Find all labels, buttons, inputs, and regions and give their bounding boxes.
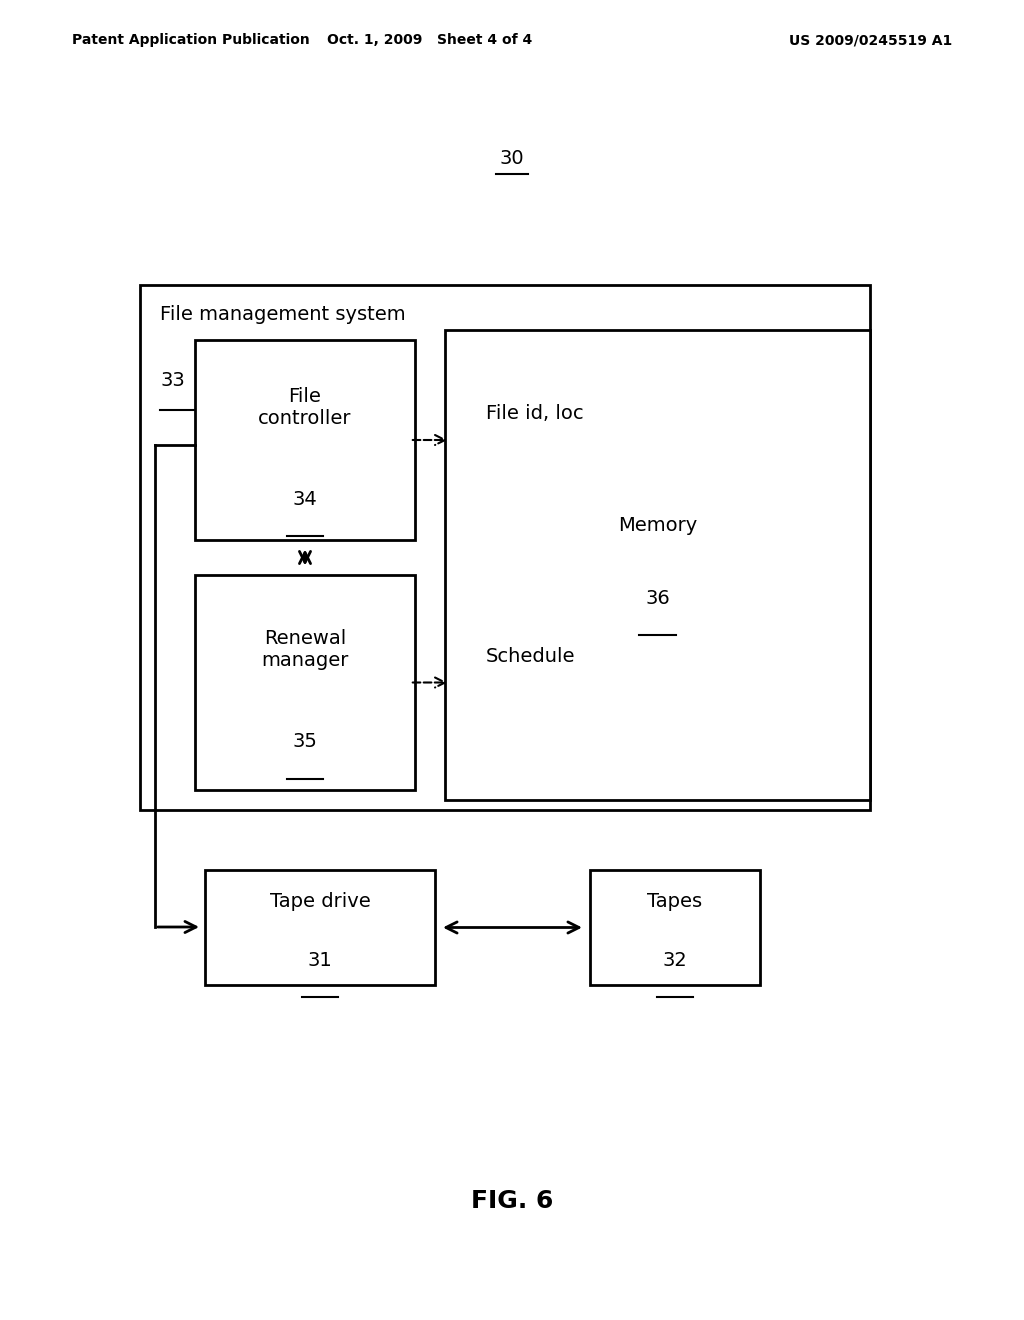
Text: 33: 33 — [161, 371, 185, 389]
FancyBboxPatch shape — [140, 285, 870, 810]
Text: Oct. 1, 2009   Sheet 4 of 4: Oct. 1, 2009 Sheet 4 of 4 — [328, 33, 532, 48]
Text: 30: 30 — [500, 149, 524, 168]
Text: Schedule: Schedule — [486, 647, 575, 665]
Text: 35: 35 — [293, 733, 317, 751]
Text: 34: 34 — [293, 490, 317, 510]
Text: 32: 32 — [663, 950, 687, 970]
FancyBboxPatch shape — [195, 341, 415, 540]
Text: Renewal
manager: Renewal manager — [261, 630, 349, 671]
FancyBboxPatch shape — [205, 870, 435, 985]
Text: Tape drive: Tape drive — [269, 891, 371, 911]
FancyBboxPatch shape — [445, 330, 870, 800]
Text: File
controller: File controller — [258, 387, 352, 428]
Text: Memory: Memory — [617, 516, 697, 535]
FancyBboxPatch shape — [590, 870, 760, 985]
Text: 36: 36 — [645, 589, 670, 607]
Text: FIG. 6: FIG. 6 — [471, 1189, 553, 1213]
FancyBboxPatch shape — [195, 576, 415, 789]
Text: 31: 31 — [307, 950, 333, 970]
Text: US 2009/0245519 A1: US 2009/0245519 A1 — [790, 33, 952, 48]
Text: Tapes: Tapes — [647, 891, 702, 911]
Text: Patent Application Publication: Patent Application Publication — [72, 33, 309, 48]
Text: File management system: File management system — [161, 305, 407, 323]
Text: File id, loc: File id, loc — [486, 404, 584, 424]
